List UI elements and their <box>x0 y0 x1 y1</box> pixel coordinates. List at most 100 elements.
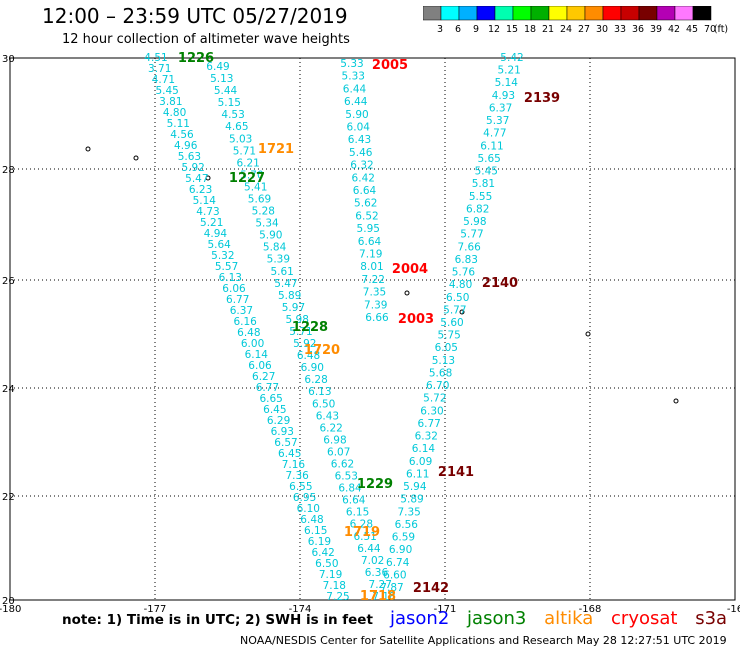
wave-height-value: 5.62 <box>354 198 377 210</box>
wave-height-value: 7.19 <box>319 569 342 581</box>
wave-height-value: 5.45 <box>475 166 498 178</box>
wave-height-value: 6.45 <box>263 404 286 416</box>
island-outline <box>205 175 211 181</box>
wave-height-value: 5.55 <box>469 191 492 203</box>
wave-height-value: 4.77 <box>483 128 506 140</box>
wave-height-value: 6.11 <box>406 468 429 480</box>
wave-height-value: 6.55 <box>289 481 312 493</box>
color-swatch <box>494 6 514 21</box>
wave-height-value: 6.15 <box>346 507 369 519</box>
color-swatch <box>440 6 460 21</box>
wave-height-value: 4.80 <box>163 107 186 119</box>
color-scale-label: 30 <box>596 24 608 35</box>
wave-height-value: 6.50 <box>446 292 469 304</box>
wave-height-value: 6.66 <box>365 312 389 324</box>
wave-height-value: 5.44 <box>214 85 238 97</box>
x-tick-label: -16 <box>727 604 740 615</box>
wave-height-value: 6.21 <box>236 157 259 169</box>
pass-time-label: 1718 <box>360 589 396 604</box>
map-subtitle: 12 hour collection of altimeter wave hei… <box>62 32 350 47</box>
color-swatch <box>512 6 532 21</box>
wave-height-value: 6.32 <box>350 160 373 172</box>
wave-height-value: 5.33 <box>342 71 365 83</box>
legend-s3a: s3a <box>695 608 728 629</box>
wave-height-value: 4.71 <box>152 74 175 86</box>
wave-height-value: 6.64 <box>358 236 382 248</box>
wave-height-value: 6.16 <box>233 316 257 328</box>
wave-height-value: 6.14 <box>412 443 436 455</box>
color-scale-legend: 3 6 9 12 15 18 21 24 27 30 33 36 39 42 45 70(ft) <box>423 6 728 35</box>
wave-height-value: 6.32 <box>415 431 438 443</box>
y-tick-label: 26 <box>2 276 15 287</box>
wave-height-value: 6.62 <box>331 459 354 471</box>
pass-time-label: 1719 <box>344 525 380 540</box>
color-swatch <box>584 6 604 21</box>
island-outline <box>133 155 139 161</box>
wave-height-value: 6.70 <box>426 380 449 392</box>
x-tick-label: -177 <box>144 604 167 615</box>
wave-height-value: 5.90 <box>345 109 368 121</box>
satellite-legend: jason2 jason3 altika cryosat s3a <box>390 608 739 629</box>
wave-height-value: 5.33 <box>340 58 363 70</box>
island-outline <box>585 331 591 337</box>
wave-height-value: 6.09 <box>409 456 432 468</box>
wave-height-value: 5.75 <box>437 330 460 342</box>
wave-height-value: 7.39 <box>364 299 387 311</box>
wave-height-value: 6.00 <box>241 338 264 350</box>
wave-height-value: 7.02 <box>361 555 384 567</box>
wave-height-value: 6.44 <box>343 83 367 95</box>
wave-height-value: 7.35 <box>363 287 386 299</box>
pass-time-label: 2004 <box>392 262 428 277</box>
wave-height-value: 6.42 <box>352 172 375 184</box>
wave-height-value: 6.14 <box>245 349 269 361</box>
wave-height-value: 6.04 <box>347 122 371 134</box>
color-scale-label: 3 <box>437 24 443 35</box>
wave-height-value: 5.34 <box>255 218 279 230</box>
island-outline <box>404 290 410 296</box>
wave-height-value: 6.06 <box>222 283 246 295</box>
y-tick-label: 30 <box>2 54 15 65</box>
wave-height-value: 6.77 <box>256 382 279 394</box>
wave-height-value: 4.94 <box>204 228 228 240</box>
wave-height-value: 8.01 <box>360 261 383 273</box>
wave-height-value: 4.65 <box>225 121 248 133</box>
wave-height-value: 5.76 <box>452 267 476 279</box>
wave-height-value: 5.46 <box>349 147 373 159</box>
wave-height-value: 6.51 <box>353 531 376 543</box>
color-scale-label: 42 <box>668 24 680 35</box>
color-swatch <box>476 6 496 21</box>
legend-altika: altika <box>544 608 594 629</box>
wave-height-value: 6.07 <box>327 446 350 458</box>
wave-height-value: 6.27 <box>252 371 275 383</box>
wave-height-value: 4.53 <box>221 109 244 121</box>
color-scale-label: 45 <box>686 24 698 35</box>
color-swatch <box>566 6 586 21</box>
wave-height-value: 7.16 <box>282 459 306 471</box>
wave-height-value: 6.11 <box>480 140 503 152</box>
wave-height-value: 6.45 <box>278 448 301 460</box>
wave-height-value: 5.81 <box>472 178 495 190</box>
wave-height-value: 5.03 <box>229 133 252 145</box>
wave-height-value: 5.14 <box>495 77 519 89</box>
island-outline <box>673 398 679 404</box>
wave-height-value: 5.92 <box>181 162 204 174</box>
wave-height-value: 6.60 <box>383 569 406 581</box>
wave-height-value: 5.89 <box>278 290 301 302</box>
color-scale-label: 36 <box>632 24 644 35</box>
wave-height-value: 6.59 <box>392 532 415 544</box>
wave-height-value: 7.19 <box>359 249 382 261</box>
color-scale-label: 15 <box>506 24 518 35</box>
wave-height-value: 6.19 <box>308 536 331 548</box>
wave-height-value: 6.36 <box>365 567 389 579</box>
wave-height-value: 6.98 <box>323 434 346 446</box>
wave-height-value: 5.90 <box>259 230 282 242</box>
island-outline <box>459 309 465 315</box>
color-swatch <box>530 6 550 21</box>
wave-height-value: 3.71 <box>148 63 171 75</box>
pass-time-label: 2139 <box>524 91 560 106</box>
wave-height-value: 6.10 <box>297 503 320 515</box>
color-scale-label: 12 <box>488 24 500 35</box>
color-scale-label: 6 <box>455 24 461 35</box>
wave-height-value: 6.65 <box>259 393 282 405</box>
